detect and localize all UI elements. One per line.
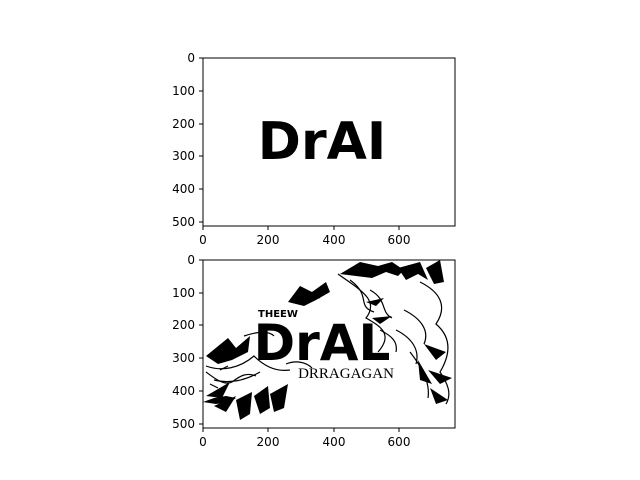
- top-x-axis: 0 200 400 600: [199, 226, 410, 247]
- wing-spike-left-upper: [288, 282, 330, 306]
- top-y-tick-label: 300: [172, 149, 195, 163]
- top-axes-frame: [202, 57, 456, 227]
- top-y-tick-label: 100: [172, 84, 195, 98]
- dragon-illustration: [203, 260, 452, 420]
- bottom-y-tick-label: 200: [172, 318, 195, 332]
- top-y-tick-label: 500: [172, 215, 195, 229]
- bottom-y-axis: 0 100 200 300 400 500: [172, 253, 203, 431]
- bottom-image-text: DrAL: [254, 314, 391, 372]
- top-y-tick-label: 0: [187, 51, 195, 65]
- bottom-y-tick-label: 100: [172, 286, 195, 300]
- wing-spike-lower-left: [206, 336, 250, 364]
- top-x-tick-label: 600: [388, 233, 411, 247]
- bottom-x-axis: 0 200 400 600: [199, 428, 410, 449]
- wing-spike-upper: [426, 260, 444, 284]
- top-x-tick-label: 200: [257, 233, 280, 247]
- top-image-panel: DrAI 0 200 400 600 0 100 200 300 400 500: [172, 51, 456, 247]
- bottom-x-tick-label: 0: [199, 435, 207, 449]
- bottom-x-tick-label: 400: [323, 435, 346, 449]
- bottom-x-tick-label: 600: [388, 435, 411, 449]
- bottom-small-text-upper: THEEW: [258, 309, 298, 320]
- wing-right-edge: [419, 281, 450, 405]
- sketch-lines: [243, 329, 397, 369]
- wing-spike-right: [418, 344, 452, 404]
- dragon-tail-line: [203, 396, 236, 404]
- bottom-small-text-lower: DRRAGAGAN: [298, 366, 394, 382]
- top-x-tick-label: 400: [323, 233, 346, 247]
- wing-claw: [366, 298, 392, 324]
- wing-right-ribs: [395, 309, 429, 399]
- bottom-y-tick-label: 500: [172, 417, 195, 431]
- top-y-tick-label: 200: [172, 117, 195, 131]
- wing-membrane: [337, 273, 386, 353]
- bottom-y-tick-label: 400: [172, 384, 195, 398]
- bottom-y-tick-label: 0: [187, 253, 195, 267]
- bottom-image-panel: THEEW DrAL DRRAGAGAN 0 200 400 600 0 100…: [172, 253, 456, 449]
- wing-spike-upper: [340, 262, 404, 278]
- dragon-body-sketch: [205, 365, 257, 389]
- wing-spike-upper: [398, 262, 428, 280]
- bottom-x-tick-label: 200: [257, 435, 280, 449]
- top-x-tick-label: 0: [199, 233, 207, 247]
- wing-membrane-left: [291, 289, 321, 305]
- top-y-tick-label: 400: [172, 182, 195, 196]
- top-image-text: DrAI: [258, 112, 386, 172]
- bottom-y-tick-label: 300: [172, 351, 195, 365]
- wing-spike-lower-left: [236, 384, 288, 420]
- top-y-axis: 0 100 200 300 400 500: [172, 51, 203, 229]
